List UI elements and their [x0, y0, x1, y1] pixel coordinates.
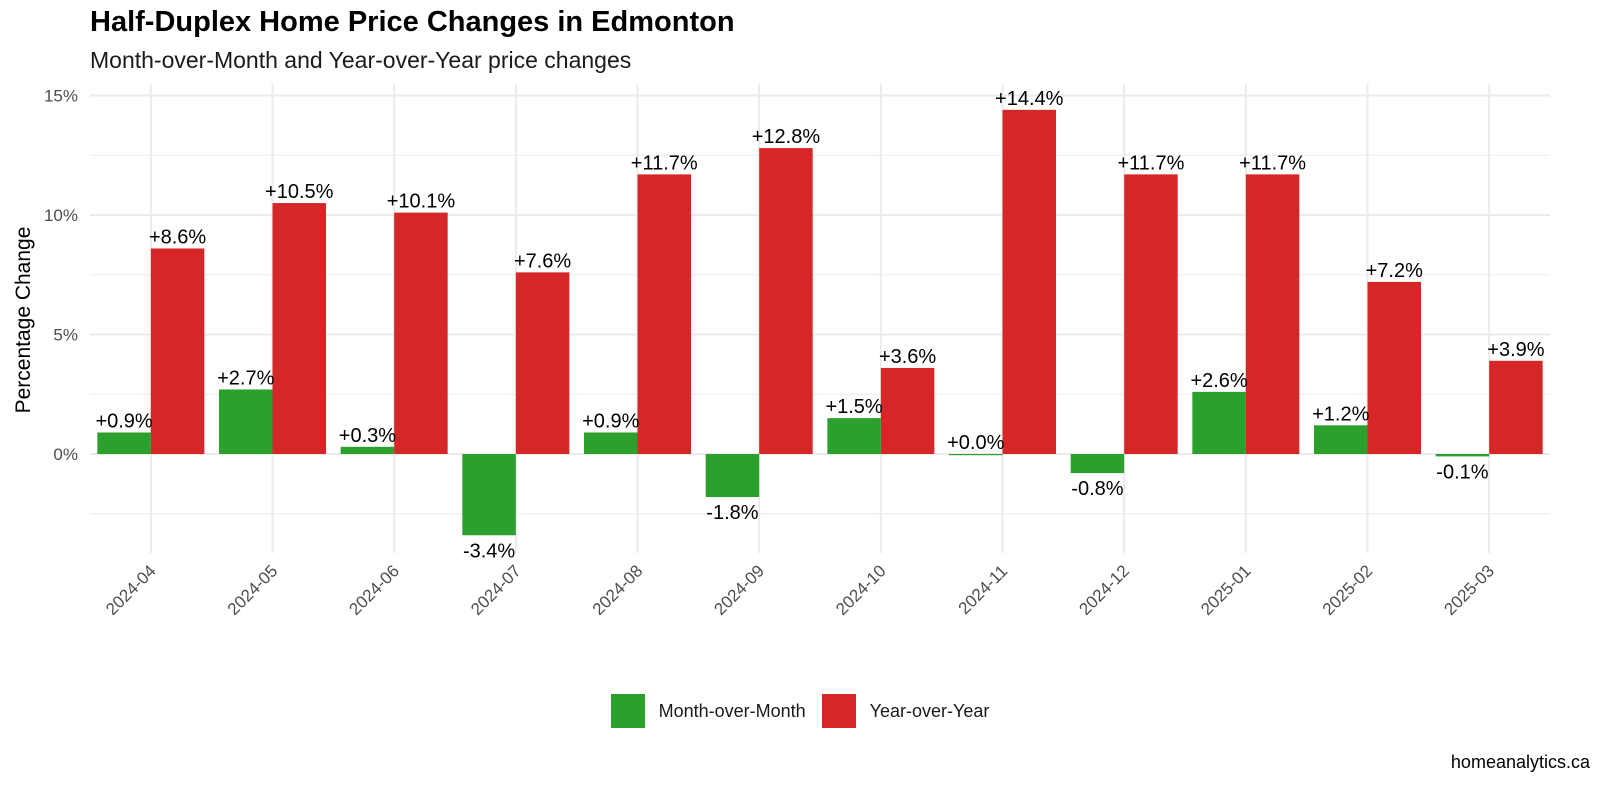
legend-label-yoy: Year-over-Year [869, 700, 990, 721]
bar-mom [584, 432, 638, 454]
x-tick-label: 2025-02 [1319, 561, 1377, 619]
data-label-yoy: +3.6% [879, 346, 936, 368]
x-tick-label: 2024-10 [832, 561, 890, 619]
x-axis: 2024-04 2024-05 2024-06 2024-07 2024-08 2024-… [102, 561, 1498, 619]
y-tick-label: 0% [53, 445, 78, 464]
legend-swatch-yoy [821, 694, 856, 728]
x-tick-label: 2025-03 [1440, 561, 1498, 619]
data-label-yoy: +7.2% [1366, 260, 1423, 282]
bar-mom [827, 418, 881, 454]
data-label-mom: -0.8% [1071, 478, 1123, 500]
data-label-mom: +0.0% [947, 432, 1004, 454]
data-label-yoy: +10.1% [387, 191, 456, 213]
x-tick-label: 2024-12 [1075, 561, 1133, 619]
x-tick-label: 2025-01 [1197, 561, 1255, 619]
bar-yoy [1367, 281, 1421, 454]
x-tick-label: 2024-11 [955, 561, 1012, 618]
bar-mom [1192, 391, 1246, 454]
x-tick-label: 2024-09 [710, 561, 768, 619]
bar-mom [1070, 454, 1125, 474]
data-label-yoy: +14.4% [995, 88, 1064, 110]
data-labels: +0.9% +2.7% +0.3% -3.4% +0.9% -1.8% +1.5% +0.0%… [95, 88, 1544, 562]
data-label-yoy: +11.7% [1239, 152, 1306, 174]
data-label-mom: +1.2% [1312, 403, 1369, 425]
chart-subtitle: Month-over-Month and Year-over-Year pric… [90, 47, 632, 73]
data-label-mom: -0.1% [1436, 461, 1488, 483]
bar-mom [705, 454, 760, 498]
data-label-mom: +0.9% [582, 410, 639, 432]
data-label-yoy: +7.6% [514, 250, 571, 272]
legend-label-mom: Month-over-Month [658, 700, 806, 721]
y-tick-label: 5% [53, 326, 78, 345]
y-axis-title: Percentage Change [12, 227, 35, 414]
data-label-mom: -3.4% [463, 540, 515, 562]
x-tick-label: 2024-08 [589, 561, 647, 619]
bar-yoy [394, 212, 448, 454]
x-tick-label: 2024-06 [345, 561, 403, 619]
source-caption: homeanalytics.ca [1450, 752, 1590, 772]
bar-mom [1314, 425, 1368, 454]
chart-title: Half-Duplex Home Price Changes in Edmont… [90, 6, 735, 38]
bar-yoy [1002, 109, 1056, 454]
bar-mom [949, 454, 1003, 456]
data-label-yoy: +11.7% [1117, 152, 1184, 174]
bar-yoy [150, 248, 205, 454]
legend-swatch-mom [610, 694, 645, 728]
y-tick-label: 10% [44, 206, 78, 225]
data-label-mom: +2.7% [217, 367, 274, 389]
bar-yoy [1489, 360, 1543, 454]
bar-mom [219, 389, 273, 454]
bar-mom [340, 446, 395, 454]
x-tick-label: 2024-05 [224, 561, 282, 619]
data-label-yoy: +12.8% [752, 126, 821, 148]
bar-yoy [880, 367, 935, 454]
x-tick-label: 2024-04 [102, 561, 160, 619]
legend-item-mom: Month-over-Month [610, 694, 806, 728]
bars [97, 109, 1543, 536]
bar-mom [97, 432, 151, 454]
legend-item-yoy: Year-over-Year [821, 694, 990, 728]
data-label-mom: +1.5% [825, 396, 882, 418]
bar-yoy [637, 174, 691, 454]
data-label-mom: +2.6% [1190, 370, 1247, 392]
bar-mom [1435, 454, 1490, 457]
bar-mom [462, 454, 516, 536]
y-tick-label: 15% [44, 87, 78, 106]
bar-yoy [1124, 174, 1178, 454]
data-label-mom: +0.9% [95, 410, 152, 432]
data-label-yoy: +10.5% [265, 181, 334, 203]
data-label-yoy: +3.9% [1487, 339, 1544, 361]
legend: Month-over-Month Year-over-Year [0, 694, 1600, 728]
bar-yoy [1245, 174, 1300, 454]
bar-yoy [272, 203, 326, 454]
data-label-mom: +0.3% [339, 425, 396, 447]
bar-yoy [515, 272, 570, 454]
data-label-mom: -1.8% [706, 502, 758, 524]
data-label-yoy: +11.7% [631, 152, 698, 174]
bar-yoy [759, 148, 813, 454]
x-tick-label: 2024-07 [467, 561, 525, 619]
y-axis: 0% 5% 10% 15% [44, 87, 78, 465]
data-label-yoy: +8.6% [149, 226, 206, 248]
